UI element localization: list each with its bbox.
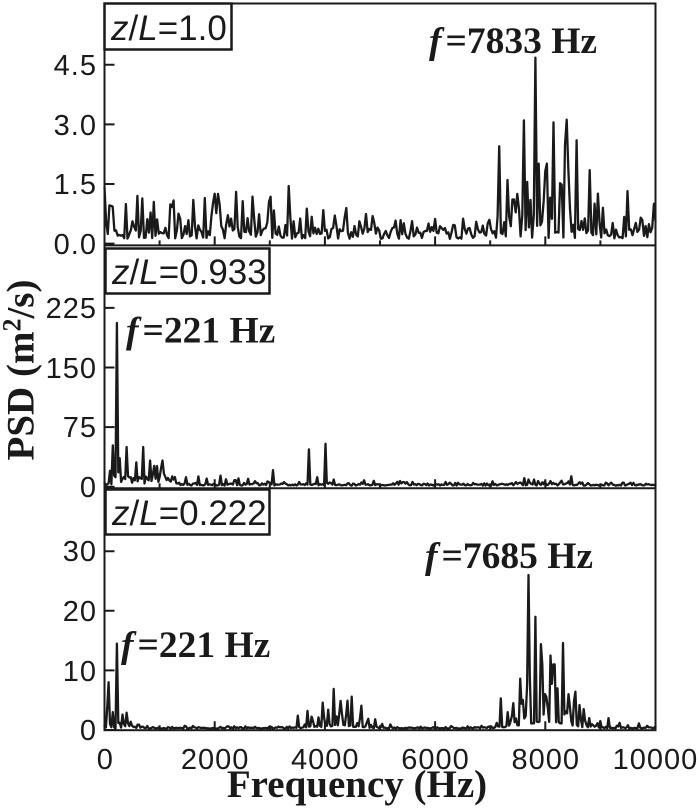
svg-text:10000: 10000 (613, 744, 699, 776)
svg-text:1.5: 1.5 (54, 169, 97, 201)
svg-text:0.0: 0.0 (54, 229, 97, 261)
svg-text:225: 225 (46, 293, 97, 325)
svg-text:150: 150 (46, 353, 97, 385)
svg-text:z/L=1.0: z/L=1.0 (110, 9, 227, 48)
svg-text:0: 0 (97, 744, 114, 776)
svg-text:8000: 8000 (511, 744, 580, 776)
svg-text:2000: 2000 (181, 744, 250, 776)
svg-text:30: 30 (63, 536, 97, 568)
svg-text:PSD (m2/s): PSD (m2/s) (0, 280, 43, 461)
svg-text:10: 10 (63, 656, 97, 688)
svg-text:4000: 4000 (291, 744, 360, 776)
svg-text:6000: 6000 (401, 744, 470, 776)
svg-text:z/L=0.222: z/L=0.222 (111, 494, 267, 533)
svg-text:0: 0 (80, 715, 97, 747)
svg-text:f=7685 Hz: f =7685 Hz (425, 536, 593, 577)
svg-text:75: 75 (63, 412, 97, 444)
svg-text:f=221 Hz: f =221 Hz (126, 311, 275, 352)
svg-text:4.5: 4.5 (54, 50, 97, 82)
svg-text:0: 0 (80, 472, 97, 504)
svg-text:f=7833 Hz: f =7833 Hz (429, 21, 597, 62)
svg-text:f=221 Hz: f =221 Hz (121, 625, 270, 666)
svg-text:z/L=0.933: z/L=0.933 (111, 253, 267, 292)
svg-text:3.0: 3.0 (54, 110, 97, 142)
svg-text:Frequency (Hz): Frequency (Hz) (227, 763, 487, 806)
svg-text:20: 20 (63, 596, 97, 628)
